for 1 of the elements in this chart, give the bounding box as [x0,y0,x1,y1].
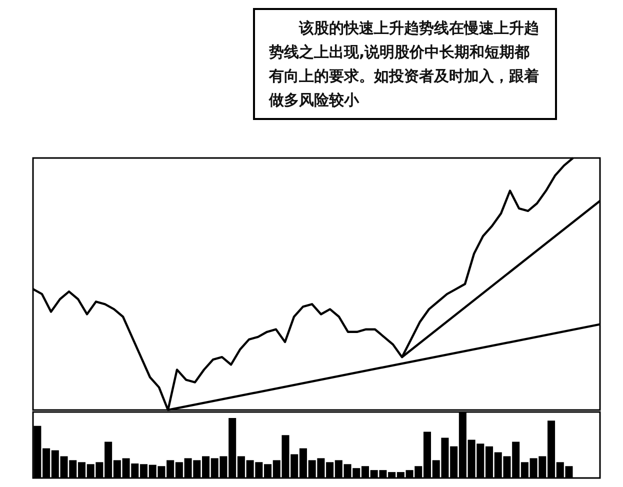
text: 该股的快速上升趋势线在慢速上升趋势线之上出现,说明股价中长期和短期都有向上的要求。如投资者及时加入，跟着做多风险较小 [253,8,557,120]
